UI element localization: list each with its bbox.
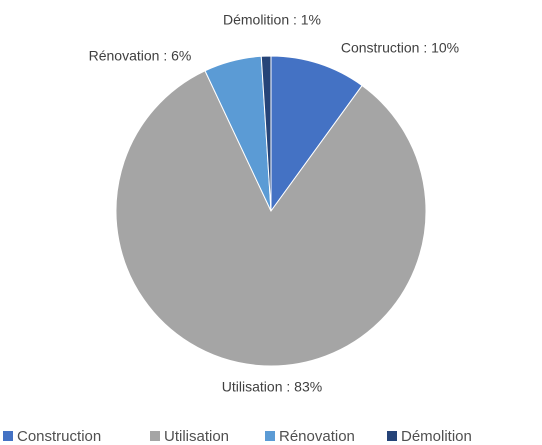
- data-label: Démolition : 1%: [223, 12, 321, 28]
- legend-swatch: [150, 431, 160, 441]
- data-label: Utilisation : 83%: [222, 379, 322, 395]
- data-label: Rénovation : 6%: [89, 48, 192, 64]
- legend-label: Démolition: [401, 428, 472, 445]
- pie-slice: [270, 55, 363, 213]
- legend-swatch: [387, 431, 397, 441]
- legend-label: Rénovation: [279, 428, 355, 445]
- legend-swatch: [3, 431, 13, 441]
- data-label: Construction : 10%: [341, 40, 459, 56]
- legend-label: Construction: [17, 428, 101, 445]
- pie-slice: [260, 55, 272, 212]
- legend-label: Utilisation: [164, 428, 229, 445]
- legend-swatch: [265, 431, 275, 441]
- pie-slice: [115, 70, 427, 367]
